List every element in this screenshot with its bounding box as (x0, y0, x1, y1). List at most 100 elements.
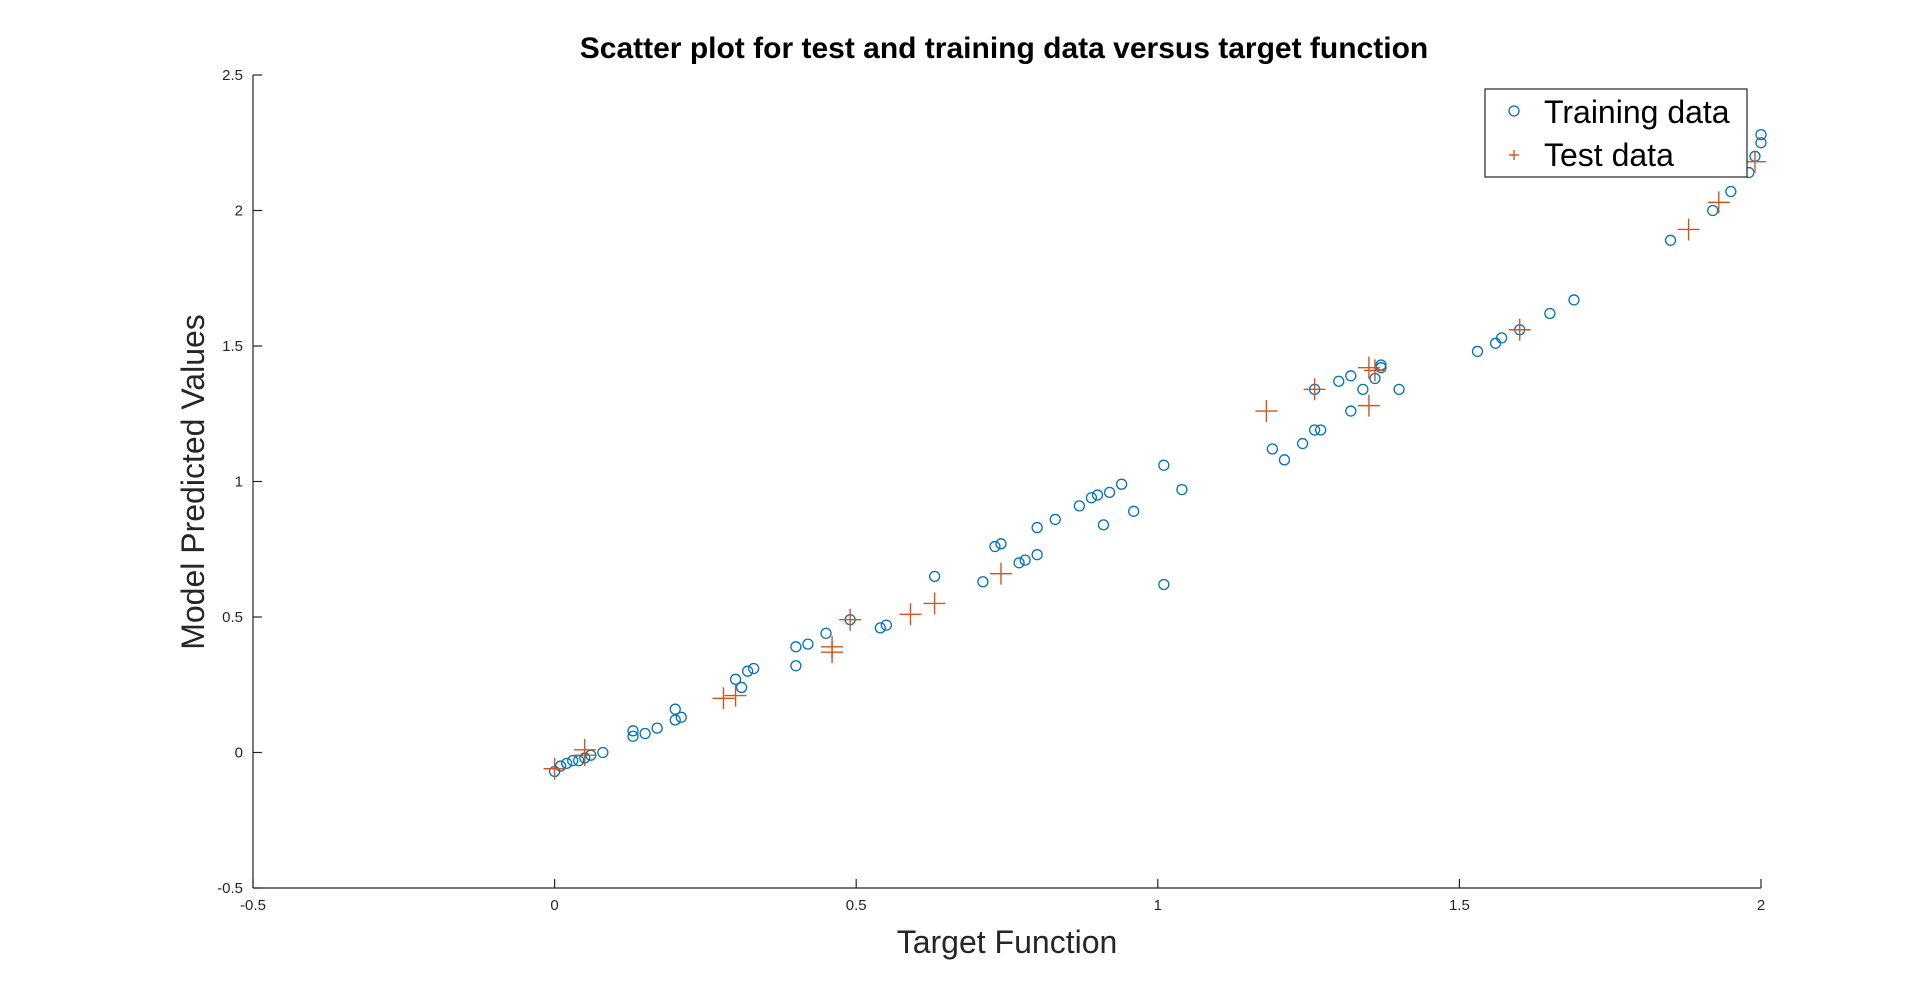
test-data-point (1677, 218, 1700, 241)
legend-marker-test (1509, 150, 1519, 160)
test-data-point (712, 687, 735, 710)
training-data-point (1158, 578, 1170, 591)
training-data-point (1755, 128, 1767, 141)
training-data-point (1489, 337, 1502, 349)
y-axis: -0.5 0 0.5 1 1.5 2 2.5 (217, 67, 262, 897)
x-tick-label: 0.5 (846, 897, 867, 914)
training-data-point (573, 754, 585, 767)
training-data-point (627, 730, 639, 742)
training-data-point (790, 660, 802, 672)
x-tick-label: 0 (550, 897, 558, 914)
training-data-point (1091, 489, 1104, 501)
training-data-point (1725, 185, 1737, 198)
y-tick-label: 0.5 (222, 609, 243, 626)
test-data-point (1363, 359, 1386, 382)
x-ticks: -0.5 0 0.5 1 1.5 2 (240, 879, 1765, 914)
test-data-point (923, 592, 946, 615)
test-data-point (573, 738, 596, 761)
training-data-point (1308, 424, 1321, 436)
y-tick-label: 2.5 (222, 67, 243, 84)
training-data-point (1049, 513, 1061, 526)
test-data-point (724, 684, 747, 707)
training-data-point (729, 673, 742, 685)
training-data-point (1333, 375, 1345, 387)
training-data-point (977, 576, 989, 588)
training-data-point (1707, 204, 1719, 217)
test-data-point (1707, 191, 1730, 214)
training-data-point (1013, 557, 1025, 569)
legend: Training data Test data (1484, 88, 1748, 178)
training-data-point (669, 714, 681, 726)
training-data-point (554, 760, 567, 772)
test-data-point (1357, 356, 1380, 379)
x-axis: -0.5 0 0.5 1 1.5 2 (240, 879, 1765, 914)
training-data-point (669, 703, 681, 715)
training-data-point (627, 725, 639, 737)
training-data-point (597, 746, 609, 759)
training-data-point (928, 570, 941, 582)
test-data-point (839, 608, 862, 631)
test-data-point (1743, 150, 1766, 173)
y-tick-label: 1.5 (222, 338, 243, 355)
training-data-point (1278, 454, 1291, 466)
training-data-point (561, 757, 573, 769)
training-data-point (1345, 405, 1357, 417)
x-tick-label: 1.5 (1449, 897, 1470, 914)
training-data-point (1664, 234, 1677, 246)
y-tick-label: -0.5 (217, 880, 243, 897)
training-data-point (1176, 483, 1188, 496)
training-data-point (1019, 554, 1031, 566)
y-tick-label: 0 (235, 745, 243, 762)
series-training-data (548, 128, 1767, 778)
legend-marker-training (1508, 105, 1520, 117)
training-data-point (567, 754, 579, 767)
training-data-point (820, 627, 832, 639)
training-data-point (639, 727, 651, 740)
legend-box (1484, 88, 1748, 178)
training-data-point (675, 711, 687, 723)
test-data-point (1508, 318, 1531, 341)
training-data-point (651, 722, 663, 734)
training-data-point (1073, 500, 1086, 512)
test-data-point (543, 757, 566, 780)
test-data-point (1255, 400, 1278, 423)
y-ticks: -0.5 0 0.5 1 1.5 2 2.5 (217, 67, 262, 897)
training-data-point (1471, 345, 1484, 358)
series-test-data (543, 150, 1766, 780)
test-data-point (989, 562, 1012, 585)
training-data-point (989, 540, 1001, 553)
training-data-point (1266, 443, 1279, 455)
y-tick-label: 2 (235, 203, 243, 220)
test-data-point (821, 635, 844, 658)
training-data-point (1031, 549, 1043, 561)
x-axis-label: Target Function (897, 924, 1118, 960)
training-data-point (1115, 478, 1128, 490)
training-data-point (790, 641, 802, 653)
training-data-point (735, 681, 748, 694)
training-data-point (1755, 137, 1767, 149)
training-data-point (1085, 492, 1098, 504)
training-data-point (1097, 519, 1110, 531)
training-data-point (741, 665, 754, 677)
test-data-point (899, 603, 922, 626)
training-data-point (874, 622, 886, 634)
training-data-point (1158, 459, 1170, 471)
x-tick-label: 2 (1757, 897, 1765, 914)
training-data-point (1345, 370, 1357, 382)
training-data-point (880, 619, 893, 631)
legend-label-training: Training data (1544, 94, 1730, 130)
training-data-point (1296, 437, 1309, 450)
training-data-point (1315, 424, 1327, 436)
x-tick-label: -0.5 (240, 897, 266, 914)
training-data-point (995, 538, 1007, 550)
training-data-point (1103, 486, 1116, 498)
test-data-point (1303, 378, 1326, 401)
training-data-point (1357, 383, 1369, 396)
training-data-point (748, 662, 760, 675)
chart-title: Scatter plot for test and training data … (580, 32, 1428, 65)
training-data-point (1128, 505, 1140, 517)
training-data-point (802, 638, 814, 650)
y-tick-label: 1 (235, 474, 243, 491)
training-data-point (1393, 383, 1405, 396)
